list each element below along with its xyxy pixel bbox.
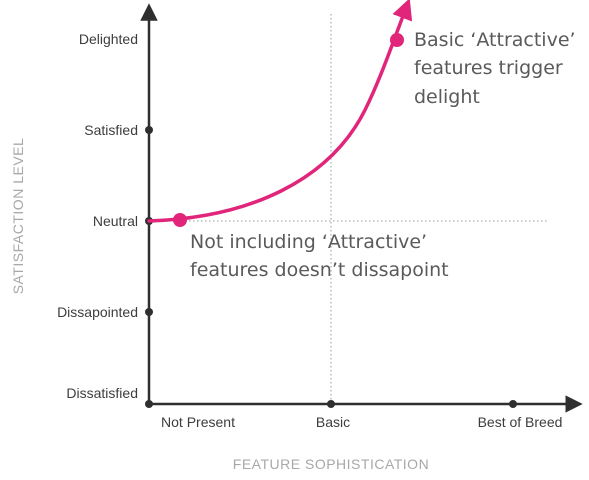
y-axis-title: SATISFACTION LEVEL (10, 138, 26, 295)
y-label-satisfied: Satisfied (84, 122, 138, 138)
y-label-delighted: Delighted (79, 31, 138, 47)
x-tick-dot (509, 400, 517, 408)
x-tick-dot (327, 400, 335, 408)
y-label-dissatisfied: Dissatisfied (66, 385, 138, 401)
origin-dot (145, 400, 153, 408)
annotation-top-line-1: Basic ‘Attractive’ (414, 29, 576, 51)
x-label-not-present: Not Present (161, 414, 235, 430)
y-label-dissapointed: Dissapointed (57, 304, 138, 320)
annotation-bottom-line-2: features doesn’t dissapoint (190, 259, 449, 281)
x-label-best-of-breed: Best of Breed (478, 414, 563, 430)
annotation-top-line-3: delight (414, 86, 480, 108)
curve-end-point (390, 33, 404, 47)
y-label-neutral: Neutral (93, 213, 138, 229)
x-label-basic: Basic (316, 414, 350, 430)
attractive-curve (147, 0, 413, 223)
curve-start-point (173, 213, 187, 227)
annotation-bottom-line-1: Not including ‘Attractive’ (190, 231, 427, 253)
x-axis-title: FEATURE SOPHISTICATION (233, 456, 429, 472)
y-tick-dot (145, 308, 153, 316)
y-tick-dot (145, 126, 153, 134)
annotation-top-line-2: features trigger (414, 57, 563, 79)
